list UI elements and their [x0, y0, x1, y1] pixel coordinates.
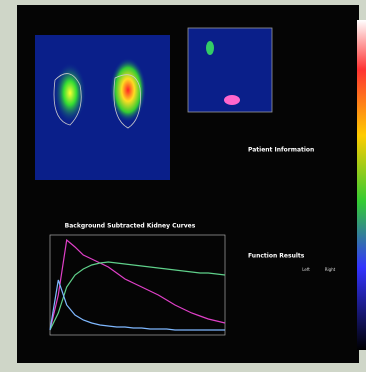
- column-header: Right: [325, 267, 336, 272]
- right-kidney: [110, 58, 146, 122]
- column-header: Left: [302, 267, 310, 272]
- hot-spot: [206, 41, 214, 55]
- hot-spot: [224, 95, 240, 105]
- screen: Patient Information Function Results Lef…: [0, 0, 366, 368]
- panel-title: Patient Information: [248, 147, 314, 154]
- color-scale: [357, 20, 366, 350]
- chart-title: Background Subtracted Kidney Curves: [65, 223, 196, 230]
- panel-title: Function Results: [248, 253, 305, 260]
